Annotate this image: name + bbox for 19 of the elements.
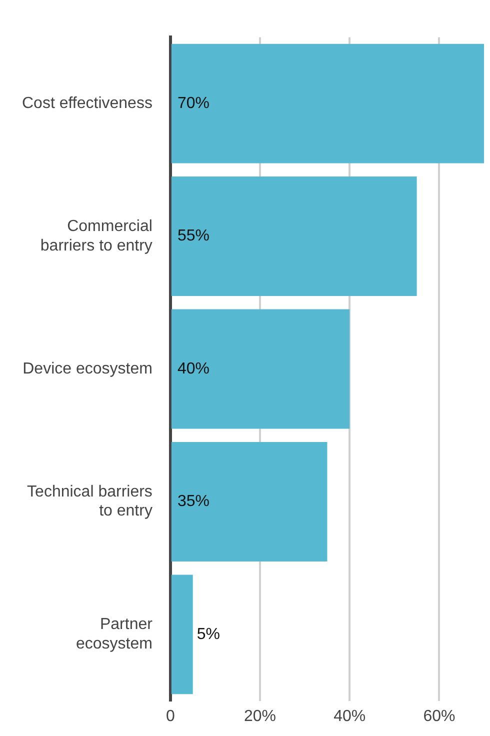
bar [171,442,328,562]
x-tick-label: 0 [166,708,175,725]
bar [171,574,193,694]
y-tick-label: Partner ecosystem [76,616,154,652]
x-tick-label: 40% [334,708,366,725]
y-tick-label: Cost effectiveness [22,94,152,112]
bar [171,44,484,164]
x-tick-label: 60% [423,708,456,725]
bar [171,176,417,296]
bar [171,309,350,429]
data-label: 5% [196,626,220,643]
data-label: 35% [177,493,210,510]
data-label: 40% [177,360,210,378]
data-label: 70% [177,94,210,112]
y-tick-label: Technical barriers to entry [27,484,152,520]
y-tick-label: Device ecosystem [22,360,152,378]
x-tick-label: 20% [244,708,276,725]
data-label: 55% [177,228,210,245]
y-tick-label: Commercial barriers to entry [40,218,152,254]
